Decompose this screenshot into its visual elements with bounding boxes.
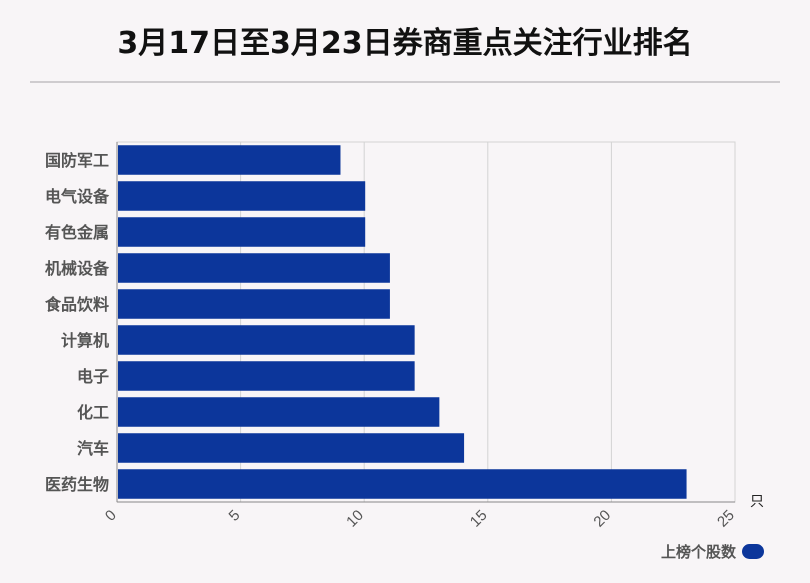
bar (118, 469, 687, 499)
y-category-label: 机械设备 (45, 259, 110, 278)
x-tick-label: 10 (343, 507, 367, 531)
y-category-label: 医药生物 (45, 475, 109, 494)
y-category-label: 汽车 (77, 439, 109, 458)
bar (118, 361, 415, 391)
x-tick-label: 20 (590, 507, 614, 531)
bar (118, 217, 366, 247)
y-category-label: 化工 (77, 403, 109, 422)
legend-swatch (742, 543, 765, 559)
y-category-label: 食品饮料 (44, 295, 109, 314)
bar (118, 145, 341, 175)
x-tick-label: 15 (467, 507, 491, 531)
y-category-label: 电子 (77, 367, 109, 386)
chart-title: 3月17日至3月23日券商重点关注行业排名 (117, 26, 693, 61)
x-tick-label: 5 (226, 507, 244, 525)
y-category-label: 电气设备 (45, 187, 110, 206)
x-tick-label: 0 (102, 507, 120, 525)
x-tick-label: 25 (714, 507, 738, 531)
x-axis-unit: 只 (750, 494, 764, 510)
legend-label: 上榜个股数 (661, 542, 737, 561)
bar (118, 289, 390, 319)
y-category-label: 国防军工 (45, 151, 109, 170)
bar (118, 253, 390, 283)
bar (118, 181, 366, 211)
bar (118, 325, 415, 355)
bar (118, 397, 440, 427)
bar (118, 433, 465, 463)
title-divider (30, 81, 780, 83)
y-category-label: 有色金属 (45, 223, 109, 242)
y-category-label: 计算机 (61, 331, 109, 350)
legend[interactable]: 上榜个股数 (661, 541, 765, 561)
